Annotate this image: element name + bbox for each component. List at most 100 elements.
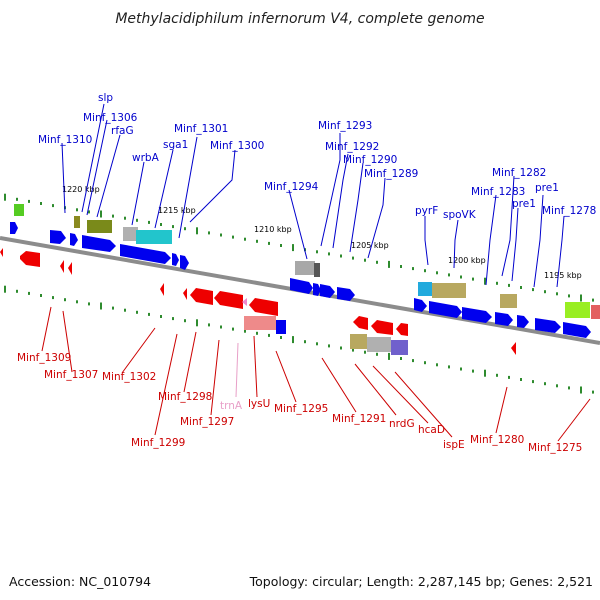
feature-block[interactable] — [136, 230, 172, 244]
gene-label-minf-1300[interactable]: Minf_1300 — [210, 140, 264, 152]
gene-arrow[interactable] — [563, 322, 591, 338]
scale-tick — [316, 342, 318, 346]
scale-tick — [520, 286, 522, 289]
feature-block[interactable] — [350, 334, 367, 349]
gene-label-minf-1283[interactable]: Minf_1283 — [471, 186, 525, 198]
gene-arrow[interactable] — [429, 301, 462, 318]
feature-block[interactable] — [367, 337, 391, 352]
scale-tick — [424, 361, 426, 365]
feature-block[interactable] — [87, 220, 112, 233]
scale-tick — [484, 369, 486, 377]
gene-label-spovk[interactable]: spoVK — [443, 209, 477, 221]
gene-label-lysu[interactable]: lysU — [248, 398, 270, 410]
feature-block[interactable] — [295, 261, 315, 275]
gene-label-pre1-b[interactable]: pre1 — [535, 182, 559, 194]
gene-arrow[interactable] — [172, 253, 179, 266]
gene-label-minf-1297[interactable]: Minf_1297 — [180, 416, 234, 428]
gene-label-nrdg[interactable]: nrdG — [389, 418, 415, 430]
feature-block[interactable] — [500, 294, 517, 308]
gene-label-minf-1282[interactable]: Minf_1282 — [492, 167, 546, 179]
gene-arrow[interactable] — [0, 248, 3, 257]
gene-label-pyrf[interactable]: pyrF — [415, 205, 438, 217]
scale-tick — [448, 273, 450, 277]
scale-tick — [556, 292, 558, 296]
gene-arrow[interactable] — [337, 287, 355, 301]
feature-block[interactable] — [14, 204, 24, 216]
gene-label-sga1[interactable]: sga1 — [163, 139, 188, 151]
feature-block[interactable] — [591, 305, 600, 319]
gene-arrow[interactable] — [353, 316, 368, 330]
gene-label-minf-1306[interactable]: Minf_1306 — [83, 112, 138, 124]
gene-arrow[interactable] — [242, 298, 247, 306]
gene-arrow[interactable] — [214, 291, 243, 309]
gene-arrow[interactable] — [60, 260, 64, 273]
gene-arrow[interactable] — [10, 222, 18, 234]
gene-label-minf-1310[interactable]: Minf_1310 — [38, 134, 92, 146]
feature-block[interactable] — [565, 302, 590, 318]
gene-label-hcad[interactable]: hcaD — [418, 424, 445, 436]
feature-block[interactable] — [391, 340, 408, 355]
feature-block[interactable] — [74, 216, 80, 228]
gene-arrow[interactable] — [190, 288, 213, 305]
gene-arrow[interactable] — [371, 320, 393, 335]
feature-block[interactable] — [314, 263, 320, 277]
gene-label-minf-1275[interactable]: Minf_1275 — [528, 442, 582, 454]
feature-block[interactable] — [244, 316, 276, 330]
gene-label-ispe[interactable]: ispE — [443, 439, 465, 451]
scale-tick — [232, 235, 234, 239]
feature-block[interactable] — [418, 282, 432, 296]
scale-tick — [400, 357, 402, 360]
gene-label-minf-1298[interactable]: Minf_1298 — [158, 391, 212, 403]
gene-label-minf-1299[interactable]: Minf_1299 — [131, 437, 185, 449]
gene-label-minf-1302[interactable]: Minf_1302 — [102, 371, 156, 383]
gene-label-pre1-a[interactable]: pre1 — [512, 198, 536, 210]
gene-label-minf-1307[interactable]: Minf_1307 — [44, 369, 98, 381]
gene-arrow[interactable] — [160, 283, 164, 296]
gene-arrow[interactable] — [290, 278, 313, 294]
gene-arrow[interactable] — [180, 255, 189, 270]
gene-label-minf-1295[interactable]: Minf_1295 — [274, 403, 328, 415]
gene-label-minf-1301[interactable]: Minf_1301 — [174, 123, 228, 135]
gene-label-minf-1278[interactable]: Minf_1278 — [542, 205, 596, 217]
gene-label-minf-1309[interactable]: Minf_1309 — [17, 352, 71, 364]
scale-tick — [40, 294, 42, 297]
gene-label-minf-1289[interactable]: Minf_1289 — [364, 168, 418, 180]
gene-arrow[interactable] — [396, 323, 408, 336]
scale-tick — [376, 260, 378, 264]
gene-arrow[interactable] — [313, 283, 321, 296]
scale-tick — [100, 302, 102, 310]
gene-label-wrba[interactable]: wrbA — [132, 152, 160, 164]
gene-arrow[interactable] — [511, 342, 516, 355]
feature-block[interactable] — [276, 320, 286, 334]
gene-arrow[interactable] — [535, 318, 561, 333]
gene-arrow[interactable] — [82, 235, 116, 252]
gene-label-minf-1290[interactable]: Minf_1290 — [343, 154, 397, 166]
gene-arrow[interactable] — [320, 284, 335, 298]
gene-arrow[interactable] — [70, 233, 78, 246]
gene-label-rfag[interactable]: rfaG — [111, 125, 134, 137]
gene-label-slp[interactable]: slp — [98, 92, 113, 104]
gene-label-minf-1280[interactable]: Minf_1280 — [470, 434, 524, 446]
gene-label-minf-1291[interactable]: Minf_1291 — [332, 413, 386, 425]
gene-label-trna[interactable]: trnA — [220, 400, 243, 412]
forward-gene-labels: Minf_1310 slp Minf_1306 rfaG wrbA sga1 M… — [38, 92, 596, 221]
gene-arrow[interactable] — [120, 244, 171, 264]
gene-arrow[interactable] — [68, 262, 72, 275]
gene-arrow[interactable] — [414, 298, 427, 312]
feature-block[interactable] — [123, 227, 138, 241]
gene-label-minf-1293[interactable]: Minf_1293 — [318, 120, 372, 132]
gene-arrow[interactable] — [495, 312, 513, 326]
gene-label-minf-1294[interactable]: Minf_1294 — [264, 181, 319, 193]
forward-features — [14, 204, 600, 319]
gene-arrow[interactable] — [20, 251, 40, 267]
feature-block[interactable] — [432, 283, 466, 298]
gene-arrow[interactable] — [462, 307, 492, 323]
gene-arrow[interactable] — [517, 315, 529, 328]
scale-tick — [592, 390, 594, 394]
scale-tick — [112, 214, 114, 218]
gene-label-minf-1292[interactable]: Minf_1292 — [325, 141, 379, 153]
gene-arrow[interactable] — [50, 230, 66, 244]
scale-tick — [124, 308, 126, 312]
gene-arrow[interactable] — [249, 298, 278, 316]
gene-arrow[interactable] — [183, 288, 187, 300]
